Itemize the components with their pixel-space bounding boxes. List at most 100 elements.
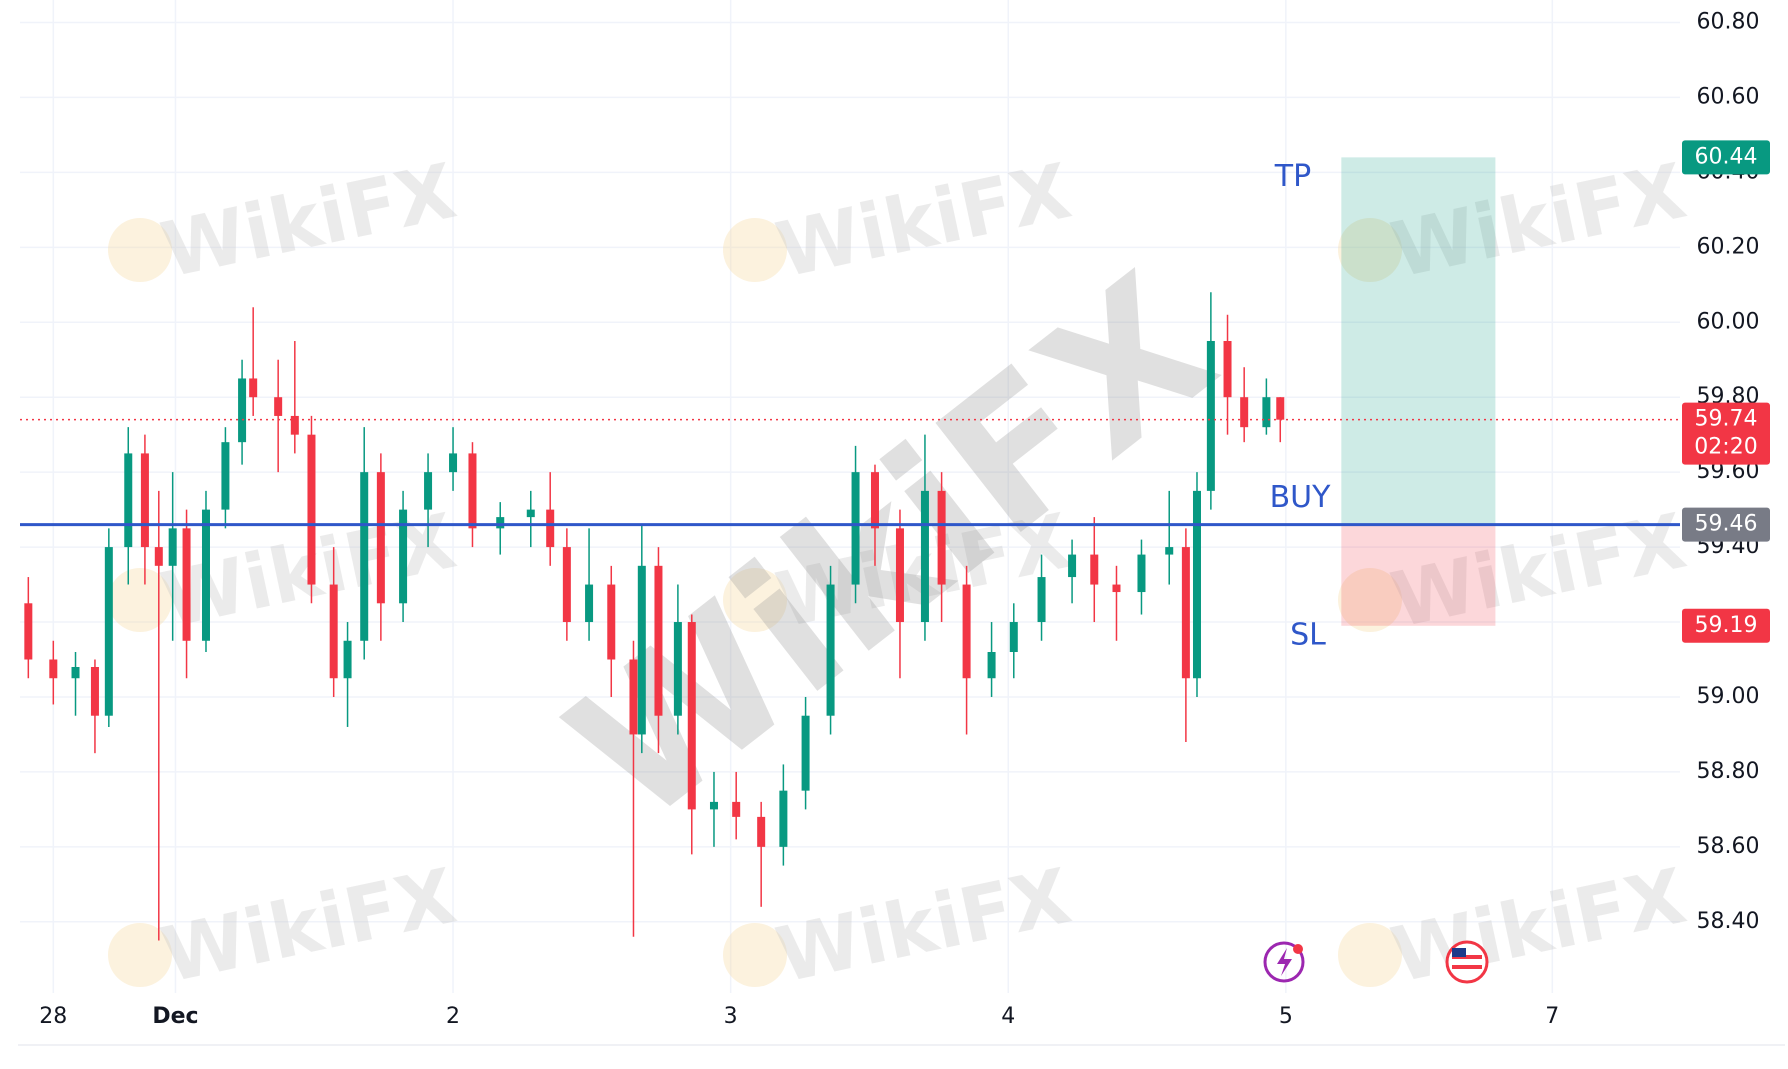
candle-body [526, 509, 535, 518]
candle-body [1262, 397, 1271, 428]
candle-body [399, 509, 408, 604]
candle-body [1165, 547, 1174, 555]
candle-body [1137, 554, 1146, 593]
candle-body [779, 790, 788, 847]
candle-body [673, 622, 682, 716]
candle-body [962, 584, 971, 679]
flag-stripe [1452, 965, 1482, 969]
candle-body [1223, 340, 1232, 398]
candle-body [201, 509, 210, 641]
candle-body [71, 666, 80, 679]
watermark-logo [108, 923, 172, 987]
price-tag-label: 59.46 [1695, 512, 1758, 537]
watermark-logo [1338, 923, 1402, 987]
candle-body [1240, 397, 1249, 428]
candle-body [249, 378, 258, 398]
event-dot [1293, 944, 1303, 954]
candle-body [104, 547, 113, 716]
candle-body [637, 565, 646, 735]
x-tick-label: 28 [39, 1004, 67, 1029]
candle-body [1112, 584, 1121, 593]
candle-body [90, 666, 99, 716]
price-tag-label: 59.74 [1695, 407, 1758, 432]
plot: TP BUY SL [20, 157, 1680, 941]
profit-zone [1341, 157, 1496, 525]
candle-body [585, 584, 594, 623]
candle-body [987, 652, 996, 679]
x-tick-label: 5 [1279, 1004, 1293, 1029]
watermark-logo [1338, 568, 1402, 632]
price-tag-label: 59.19 [1695, 613, 1758, 638]
candle-body [221, 442, 230, 510]
y-tick-label: 60.00 [1697, 309, 1760, 334]
candle-body [449, 453, 458, 473]
price-tag [1682, 140, 1770, 175]
candle-body [562, 547, 571, 623]
flag-canton [1452, 948, 1466, 957]
candle-body [238, 378, 247, 443]
candle-body [870, 472, 879, 529]
grid [20, 0, 1680, 993]
watermark-logo [1338, 218, 1402, 282]
y-tick-label: 58.80 [1697, 759, 1760, 784]
price-tag [1682, 507, 1770, 542]
y-tick-label: 60.20 [1697, 234, 1760, 259]
candle-body [920, 490, 929, 623]
candle-body [1276, 397, 1285, 420]
candle-body [851, 472, 860, 585]
candle-body [1090, 554, 1099, 585]
candle-body [757, 816, 766, 847]
candle-body [1181, 547, 1190, 679]
candle-body [360, 472, 369, 641]
event-icon[interactable] [1263, 941, 1305, 983]
candle-body [654, 565, 663, 716]
candle-body [140, 453, 149, 548]
x-tick-label: 4 [1001, 1004, 1015, 1029]
candle-body [124, 453, 133, 548]
y-tick-label: 58.40 [1697, 909, 1760, 934]
countdown-label: 02:20 [1694, 435, 1757, 460]
candle-body [1009, 622, 1018, 653]
candle-body [607, 584, 616, 660]
y-tick-label: 60.60 [1697, 84, 1760, 109]
candle-body [895, 528, 904, 623]
watermark-logo [723, 568, 787, 632]
candle-body [274, 397, 283, 416]
candle-body [709, 801, 718, 810]
candle-body [1192, 490, 1201, 679]
watermark-logo [723, 218, 787, 282]
candle-body [49, 659, 58, 679]
watermark-logo [108, 568, 172, 632]
candle-body [801, 715, 810, 791]
candle-body [1037, 577, 1046, 623]
candle-body [307, 434, 316, 585]
candle-body [329, 584, 338, 679]
event-icon-bolt [1277, 948, 1292, 976]
annotation: BUY [1270, 480, 1332, 515]
candle-body [937, 490, 946, 585]
candle-body [154, 547, 163, 566]
candle-body [182, 528, 191, 641]
price-tag [1682, 402, 1770, 465]
y-tick-label: 59.00 [1697, 684, 1760, 709]
x-tick-label: 7 [1545, 1004, 1559, 1029]
annotation: SL [1290, 617, 1326, 652]
x-tick-label: 3 [724, 1004, 738, 1029]
watermark-logo [108, 218, 172, 282]
candle-body [687, 622, 696, 810]
watermark-logo [723, 923, 787, 987]
y-tick-label: 58.60 [1697, 834, 1760, 859]
candle-body [376, 472, 385, 604]
candle-body [1068, 554, 1077, 578]
candle-body [496, 517, 505, 529]
annotation: TP [1274, 159, 1311, 194]
candle-body [24, 603, 33, 660]
candle-body [468, 453, 477, 529]
price-tag [1682, 608, 1770, 643]
price-tag-label: 60.44 [1695, 144, 1758, 169]
candle-body [629, 659, 638, 735]
candle-body [290, 415, 299, 435]
